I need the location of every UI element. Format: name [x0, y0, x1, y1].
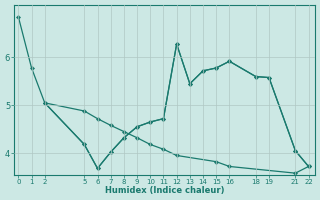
X-axis label: Humidex (Indice chaleur): Humidex (Indice chaleur) [105, 186, 225, 195]
